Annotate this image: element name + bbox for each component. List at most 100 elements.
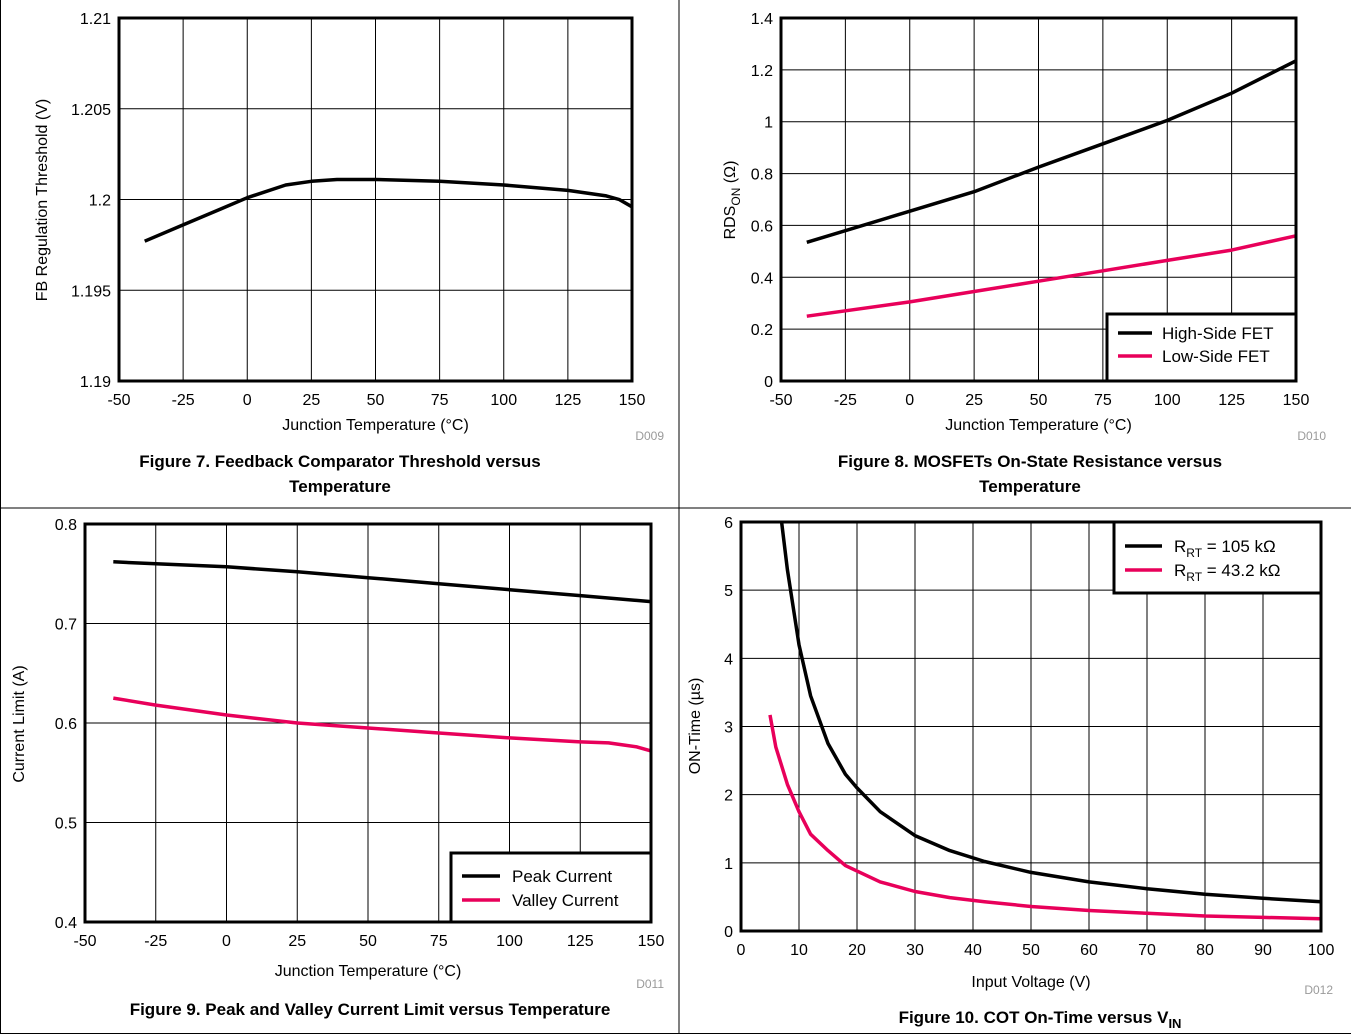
legend-label-part: R — [1174, 537, 1186, 556]
y-axis-label: Current Limit (A) — [11, 665, 28, 782]
y-axis-label-subscript: ON — [729, 188, 743, 206]
y-tick-label: 5 — [724, 583, 733, 600]
figure-code: D011 — [636, 977, 664, 991]
x-tick-label: 100 — [1154, 392, 1181, 409]
y-tick-label: 3 — [724, 720, 733, 737]
x-tick-label: 0 — [737, 942, 746, 959]
y-axis-label-part: (Ω) — [722, 161, 739, 188]
y-tick-label: 4 — [724, 651, 733, 668]
legend-label-subscript: RT — [1186, 546, 1202, 560]
y-tick-label: 1 — [764, 115, 773, 132]
legend-label: High-Side FET — [1162, 324, 1273, 343]
y-tick-label: 1.2 — [751, 63, 773, 80]
series-line-valley-current — [113, 696, 652, 753]
x-tick-label: -50 — [73, 933, 96, 950]
x-tick-label: 25 — [288, 933, 306, 950]
chart-feedback-threshold: -50 -25 0 25 50 75 100 125 150 1.19 1.195 1.2 1.205 1… — [34, 11, 664, 496]
x-tick-label: 90 — [1254, 942, 1272, 959]
legend-box — [1112, 520, 1323, 595]
x-tick-label: 50 — [1022, 942, 1040, 959]
figure-caption: Temperature — [289, 477, 391, 496]
x-tick-label: 100 — [1308, 942, 1335, 959]
y-tick-label: 0.2 — [751, 322, 773, 339]
y-tick-label: 0.6 — [751, 218, 773, 235]
legend-label: Low-Side FET — [1162, 347, 1270, 366]
legend-box — [449, 851, 653, 924]
x-tick-label: 30 — [906, 942, 924, 959]
y-tick-label: 1.4 — [751, 11, 773, 28]
x-tick-label: -25 — [834, 392, 857, 409]
series-line-rrt-43-2-k — [768, 714, 1322, 921]
figure-caption: Figure 8. MOSFETs On-State Resistance ve… — [838, 452, 1222, 471]
x-tick-label: 50 — [1030, 392, 1048, 409]
x-tick-label: 80 — [1196, 942, 1214, 959]
y-tick-label: 2 — [724, 788, 733, 805]
y-axis-label-part: RDS — [722, 206, 739, 240]
legend-label-part: R — [1174, 561, 1186, 580]
series-line-high-side-fet — [806, 59, 1297, 244]
x-tick-label: 75 — [430, 933, 448, 950]
x-tick-label: 0 — [905, 392, 914, 409]
x-tick-label: 125 — [555, 392, 582, 409]
y-tick-label: 0.7 — [55, 617, 77, 634]
x-tick-label: 125 — [567, 933, 594, 950]
x-axis-label: Junction Temperature (°C) — [275, 963, 462, 980]
x-tick-label: 100 — [490, 392, 517, 409]
legend-label: Peak Current — [512, 867, 612, 886]
y-tick-label: 1.19 — [80, 374, 111, 391]
legend-label: Valley Current — [512, 891, 619, 910]
y-tick-label: 0.4 — [751, 270, 773, 287]
plot-frame — [779, 16, 1298, 383]
plot-frame — [739, 520, 1323, 933]
x-tick-label: -25 — [172, 392, 195, 409]
x-tick-label: 150 — [619, 392, 646, 409]
x-tick-label: 0 — [222, 933, 231, 950]
x-tick-label: 75 — [431, 392, 449, 409]
legend-label: RRT = 43.2 kΩ — [1174, 561, 1280, 584]
legend-label: RRT = 105 kΩ — [1174, 537, 1276, 560]
y-tick-label: 0.5 — [55, 816, 77, 833]
y-tick-label: 1.205 — [71, 102, 111, 119]
x-axis-label: Input Voltage (V) — [971, 974, 1090, 991]
figure-caption: Temperature — [979, 477, 1081, 496]
figure-caption-subscript: IN — [1168, 1016, 1181, 1031]
x-tick-label: 70 — [1138, 942, 1156, 959]
chart-current-limit: -50 -25 0 25 50 75 100 125 150 0.4 0.5 0.6 0.7 0.8 Jun… — [11, 517, 664, 1019]
x-tick-label: 150 — [1283, 392, 1310, 409]
x-tick-label: 0 — [243, 392, 252, 409]
y-tick-label: 1 — [724, 856, 733, 873]
figure-caption-part: Figure 10. COT On-Time versus V — [899, 1008, 1170, 1027]
x-tick-label: 10 — [790, 942, 808, 959]
x-tick-label: 20 — [848, 942, 866, 959]
figure-code: D010 — [1297, 429, 1326, 443]
x-tick-label: -50 — [107, 392, 130, 409]
chart-mosfet-resistance: -50 -25 0 25 50 75 100 125 150 0 0.2 0.4 0.6 0.8 1 1.2 1… — [722, 11, 1326, 496]
legend-label-part: = 43.2 kΩ — [1202, 561, 1280, 580]
figure-caption: Figure 7. Feedback Comparator Threshold … — [139, 452, 541, 471]
series-line-rrt-105-k — [779, 521, 1322, 904]
x-tick-label: 60 — [1080, 942, 1098, 959]
y-axis-label: RDSON (Ω) — [722, 161, 743, 240]
series-line-low-side-fet — [806, 234, 1297, 318]
y-tick-label: 0.6 — [55, 716, 77, 733]
x-tick-label: 25 — [965, 392, 983, 409]
x-tick-label: 150 — [638, 933, 665, 950]
y-axis-label: ON-Time (µs) — [687, 678, 704, 775]
y-tick-label: 0.8 — [55, 517, 77, 534]
series-line-0 — [144, 177, 633, 243]
x-axis-label: Junction Temperature (°C) — [282, 417, 469, 434]
x-tick-label: 125 — [1218, 392, 1245, 409]
x-axis-label: Junction Temperature (°C) — [945, 417, 1132, 434]
x-tick-label: 40 — [964, 942, 982, 959]
series-line-peak-current — [113, 560, 652, 604]
y-tick-label: 1.2 — [89, 193, 111, 210]
x-tick-label: 100 — [496, 933, 523, 950]
y-tick-label: 1.21 — [80, 11, 111, 28]
y-tick-label: 0.4 — [55, 915, 77, 932]
y-tick-label: 0 — [764, 374, 773, 391]
x-tick-label: -50 — [769, 392, 792, 409]
x-tick-label: 75 — [1094, 392, 1112, 409]
y-tick-label: 1.195 — [71, 283, 111, 300]
legend-label-part: = 105 kΩ — [1202, 537, 1276, 556]
